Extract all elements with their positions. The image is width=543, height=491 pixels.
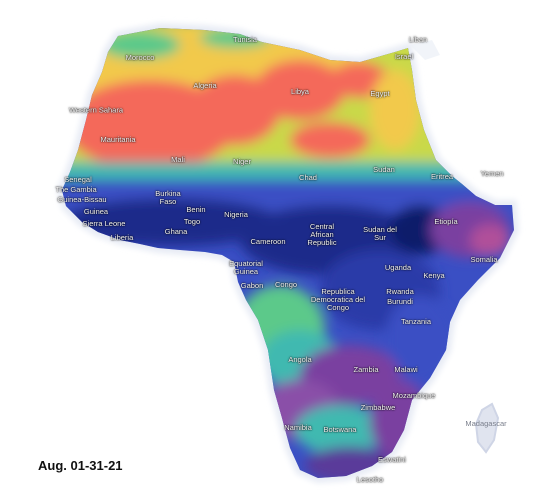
label-lebanon: Liban [408,35,428,44]
label-algeria: Algeria [193,81,217,90]
label-madagascar: Madagascar [465,419,507,428]
label-guinea-bissau: Guinea-Bissau [57,195,107,204]
label-morocco: Morocco [125,53,155,62]
label-gabon: Gabon [240,281,264,290]
label-niger: Niger [233,157,251,166]
label-kenya: Kenya [423,271,445,280]
madagascar-shape [474,402,500,454]
label-yemen: Yemen [480,169,504,178]
label-zambia: Zambia [353,365,379,374]
label-nigeria: Nigeria [224,210,248,219]
label-equatorial-guinea: Equatorial Guinea [229,259,263,276]
label-drc: Republica Democratica del Congo [310,287,366,312]
label-ethiopia: Etiopía [434,217,458,226]
label-central-african-republic: Central African Republic [307,222,337,247]
label-israel: Israel [394,52,414,61]
label-lesotho: Lesotho [356,475,384,484]
label-senegal: Senegal [64,175,92,184]
label-sudan: Sudan [373,165,395,174]
label-mauritania: Mauritania [100,135,136,144]
label-liberia: Liberia [110,233,134,242]
label-namibia: Namibia [284,423,312,432]
label-rwanda: Rwanda [386,287,414,296]
label-congo: Congo [274,280,298,289]
label-egypt: Egypt [370,89,390,98]
date-caption: Aug. 01-31-21 [38,458,123,473]
label-tanzania: Tanzania [400,317,432,326]
label-south-sudan: Sudan del Sur [363,225,397,242]
label-libya: Libya [291,87,309,96]
label-benin: Benin [186,205,206,214]
label-angola: Angola [288,355,312,364]
label-western-sahara: Western Sahara [68,105,124,115]
label-somalia: Somalia [470,255,498,264]
arabia-edge [410,40,440,60]
label-burkina-faso: Burkina Faso [155,189,181,206]
label-burundi: Burundi [387,297,413,306]
label-zimbabwe: Zimbabwe [360,403,396,412]
label-botswana: Botswana [323,425,357,434]
label-mozambique: Mozambique [392,391,436,400]
label-guinea: Guinea [83,207,109,216]
label-chad: Chad [299,173,317,182]
label-tunisia: Tunisia [233,35,257,44]
label-cameroon: Cameroon [250,237,286,246]
label-sierra-leone: Sierra Leone [82,219,126,228]
label-eswatini: Eswatini [378,455,406,464]
label-ghana: Ghana [164,227,188,236]
label-eritrea: Eritrea [430,172,454,181]
label-malawi: Malawi [394,365,418,374]
label-gambia: The Gambia [55,185,97,194]
label-togo: Togo [183,217,201,226]
label-mali: Mali [171,155,185,164]
label-uganda: Uganda [384,263,412,272]
